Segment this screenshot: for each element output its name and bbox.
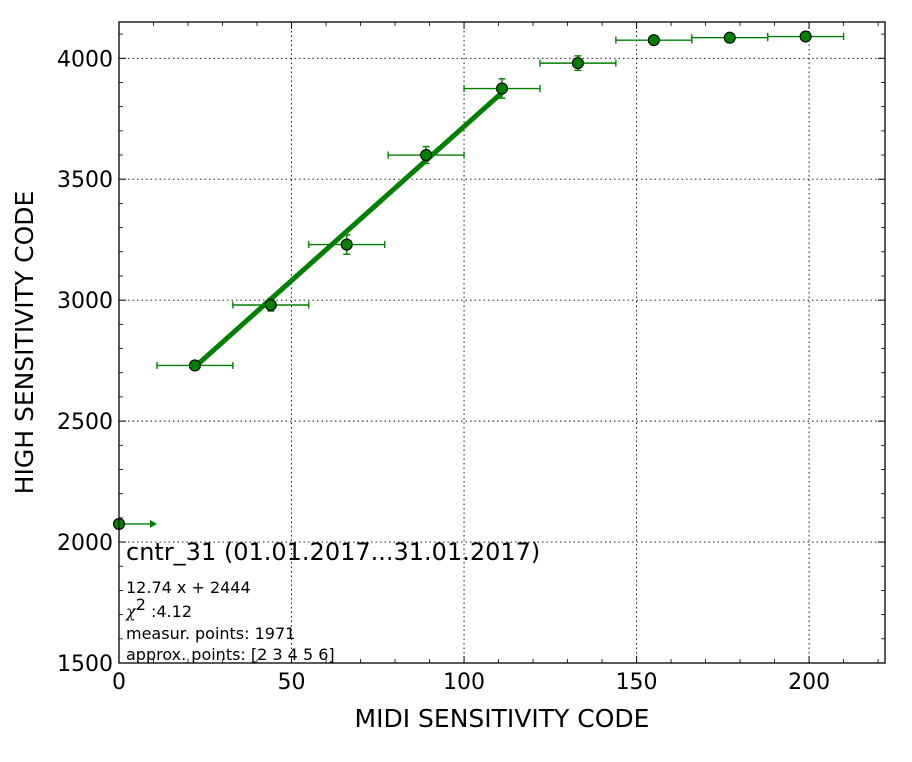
annotation-measured-points: measur. points: 1971	[126, 624, 295, 643]
plot-frame	[118, 21, 886, 664]
data-point	[495, 82, 509, 95]
data-point	[340, 238, 353, 251]
x-tick-label: 200	[788, 670, 830, 695]
y-tick-label: 4000	[57, 47, 113, 72]
x-tick-label: 150	[616, 670, 658, 695]
annotation-approx-points: approx. points: [2 3 4 5 6]	[126, 645, 335, 664]
y-tick-label: 2500	[57, 410, 113, 435]
y-tick-label: 3000	[57, 289, 113, 314]
y-tick-label: 3500	[57, 168, 113, 193]
x-tick-label: 100	[443, 670, 485, 695]
data-point	[723, 31, 736, 44]
data-point	[420, 148, 433, 162]
error-bars	[119, 33, 845, 528]
data-points	[112, 30, 812, 530]
y-tick-label: 2000	[57, 531, 113, 556]
data-point	[188, 359, 201, 372]
minor-ticks	[119, 22, 885, 663]
axis-ticks: 0 50 100 150 200 1500 2000 2500 3000 3500 4000	[57, 22, 885, 695]
x-axis-title: MIDI SENSITIVITY CODE	[355, 704, 650, 733]
x-error-arrow	[149, 519, 157, 528]
chi-exponent: 2	[136, 595, 146, 614]
annotation-chi-square: χ2 :4.12	[125, 595, 192, 621]
y-axis-title: HIGH SENSITIVITY CODE	[10, 191, 39, 495]
grid-lines	[119, 22, 885, 663]
data-point	[647, 34, 660, 47]
x-tick-label: 50	[278, 670, 306, 695]
y-tick-label: 1500	[57, 652, 113, 677]
data-point	[799, 30, 812, 43]
data-point	[264, 298, 277, 312]
annotation-box: cntr_31 (01.01.2017...31.01.2017) 12.74 …	[125, 538, 540, 664]
chi-value: :4.12	[146, 602, 192, 621]
data-point	[571, 57, 584, 70]
fit-line-layer	[193, 90, 504, 369]
annotation-title: cntr_31 (01.01.2017...31.01.2017)	[126, 538, 540, 566]
annotation-equation: 12.74 x + 2444	[126, 578, 251, 597]
x-tick-label: 0	[112, 670, 126, 695]
chi-symbol: χ	[125, 602, 137, 621]
fit-line	[193, 90, 504, 369]
